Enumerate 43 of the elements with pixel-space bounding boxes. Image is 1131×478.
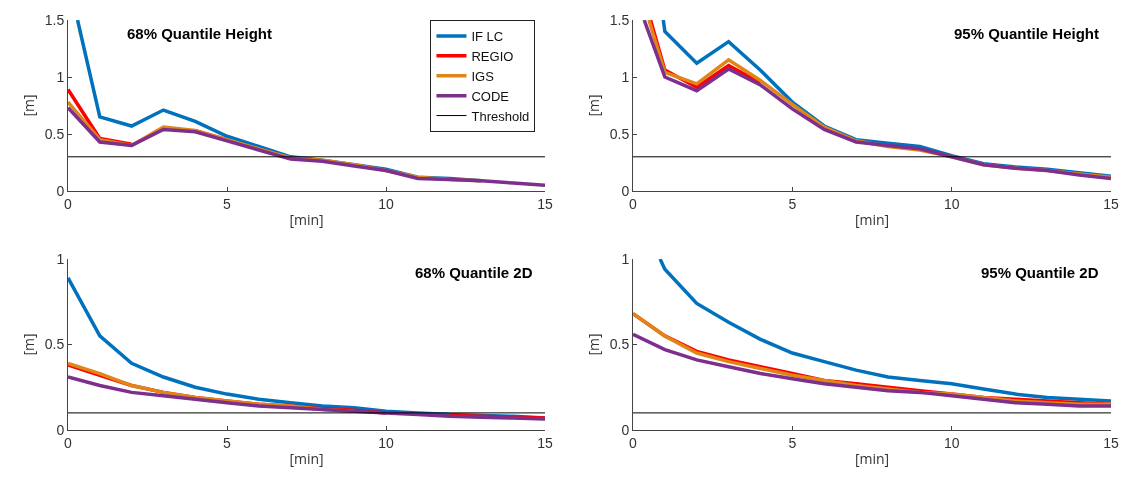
x-tick-label: 10 <box>378 434 394 451</box>
x-tick-label: 5 <box>223 195 232 212</box>
y-axis-title: [m] <box>584 333 604 356</box>
y-tick-label: 1.5 <box>44 11 65 28</box>
chart-title: 95% Quantile Height <box>954 25 1100 42</box>
legend-label: Threshold <box>471 108 530 124</box>
chart-title: 95% Quantile 2D <box>981 264 1099 281</box>
chart-title: 68% Quantile 2D <box>415 264 533 281</box>
x-tick-label: 5 <box>223 434 232 451</box>
y-tick-label: 1 <box>56 250 65 267</box>
x-tick-label: 5 <box>788 195 797 212</box>
y-tick-label: 1 <box>621 68 630 85</box>
y-axis-title: [m] <box>19 94 39 117</box>
y-tick-label: 1 <box>621 250 630 267</box>
legend-label: CODE <box>471 88 510 104</box>
x-axis-title: [min] <box>854 210 890 230</box>
x-tick-label: 15 <box>537 195 553 212</box>
y-tick-label: 1 <box>56 68 65 85</box>
y-tick-label: 0.5 <box>609 125 630 142</box>
x-axis-title: [min] <box>289 449 324 469</box>
x-tick-label: 10 <box>943 195 960 212</box>
legend-label: IF LC <box>471 29 504 45</box>
x-axis-title: [min] <box>289 210 324 230</box>
legend-label: REGIO <box>471 48 514 64</box>
y-tick-label: 0.5 <box>609 336 630 353</box>
legend-label: IGS <box>471 68 495 84</box>
y-tick-label: 0 <box>56 421 65 438</box>
chart-title: 68% Quantile Height <box>127 25 273 42</box>
x-tick-label: 15 <box>1103 195 1119 212</box>
x-axis-title: [min] <box>854 449 890 469</box>
y-axis-title: [m] <box>584 94 604 117</box>
x-tick-label: 15 <box>1103 434 1119 451</box>
y-tick-label: 0 <box>621 182 630 199</box>
x-tick-label: 5 <box>788 434 797 451</box>
y-tick-label: 0.5 <box>44 336 65 353</box>
y-tick-label: 1.5 <box>609 11 630 28</box>
y-tick-label: 0.5 <box>44 125 65 142</box>
y-tick-label: 0 <box>621 421 630 438</box>
x-tick-label: 15 <box>537 434 553 451</box>
y-tick-label: 0 <box>56 182 65 199</box>
x-tick-label: 10 <box>378 195 394 212</box>
y-axis-title: [m] <box>19 333 39 356</box>
x-tick-label: 10 <box>943 434 960 451</box>
